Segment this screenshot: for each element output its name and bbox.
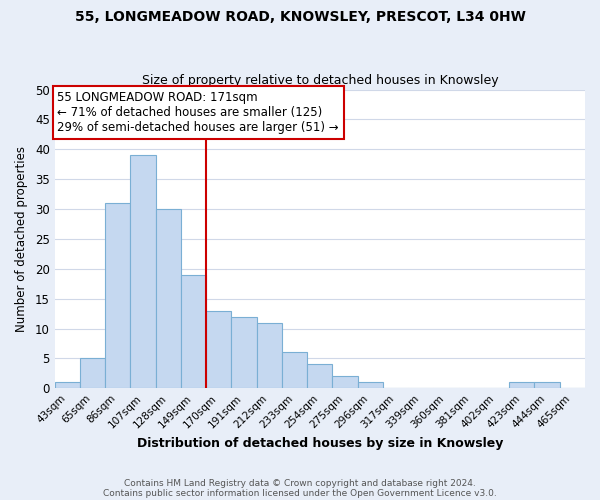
Bar: [105, 203, 130, 388]
Bar: [155, 209, 181, 388]
Bar: [332, 376, 358, 388]
Y-axis label: Number of detached properties: Number of detached properties: [15, 146, 28, 332]
Bar: [55, 382, 80, 388]
Text: 55 LONGMEADOW ROAD: 171sqm
← 71% of detached houses are smaller (125)
29% of sem: 55 LONGMEADOW ROAD: 171sqm ← 71% of deta…: [58, 91, 339, 134]
Bar: [206, 310, 232, 388]
Bar: [509, 382, 535, 388]
Text: Contains public sector information licensed under the Open Government Licence v3: Contains public sector information licen…: [103, 488, 497, 498]
Bar: [181, 275, 206, 388]
Bar: [80, 358, 105, 388]
Bar: [130, 156, 155, 388]
Text: Contains HM Land Registry data © Crown copyright and database right 2024.: Contains HM Land Registry data © Crown c…: [124, 478, 476, 488]
Bar: [307, 364, 332, 388]
Bar: [282, 352, 307, 388]
Bar: [535, 382, 560, 388]
X-axis label: Distribution of detached houses by size in Knowsley: Distribution of detached houses by size …: [137, 437, 503, 450]
Text: 55, LONGMEADOW ROAD, KNOWSLEY, PRESCOT, L34 0HW: 55, LONGMEADOW ROAD, KNOWSLEY, PRESCOT, …: [74, 10, 526, 24]
Bar: [358, 382, 383, 388]
Bar: [232, 316, 257, 388]
Title: Size of property relative to detached houses in Knowsley: Size of property relative to detached ho…: [142, 74, 498, 87]
Bar: [257, 322, 282, 388]
